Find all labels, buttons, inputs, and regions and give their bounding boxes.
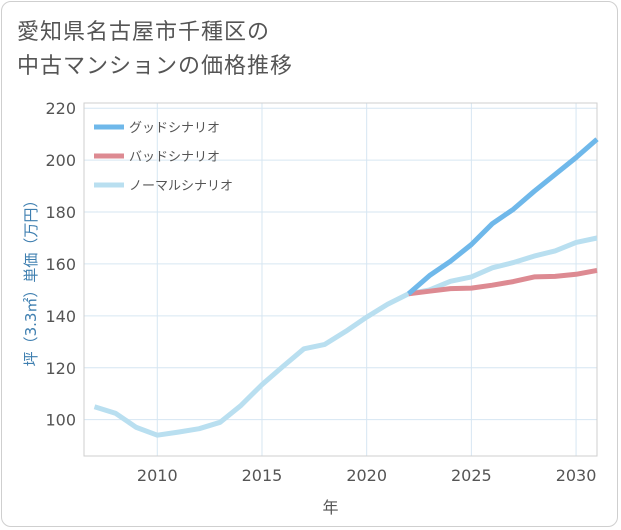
y-tick-label: 100	[45, 411, 76, 430]
chart-title: 愛知県名古屋市千種区の 中古マンションの価格推移	[17, 16, 293, 84]
y-tick-label: 180	[45, 203, 76, 222]
y-tick-label: 200	[45, 151, 76, 170]
y-axis-title: 坪（3.3㎡）単価（万円）	[22, 193, 40, 367]
x-tick-labels: 2010 2015 2020 2025 2030	[137, 466, 596, 485]
series-line-0	[406, 137, 599, 296]
legend-label: グッドシナリオ	[129, 121, 220, 136]
title-line-2: 中古マンションの価格推移	[17, 54, 294, 79]
y-tick-label: 220	[45, 99, 76, 118]
title-line-1: 愛知県名古屋市千種区の	[17, 20, 271, 45]
x-tick-label: 2020	[346, 466, 387, 485]
series-lines	[93, 137, 599, 438]
plot-area	[83, 102, 598, 457]
y-tick-label: 160	[45, 255, 76, 274]
series-line-1	[408, 267, 598, 297]
legend-label: ノーマルシナリオ	[129, 179, 233, 194]
y-tick-labels: 100 120 140 160 180 200 220	[45, 99, 76, 429]
grid-lines	[84, 103, 597, 456]
x-tick-label: 2015	[242, 466, 283, 485]
x-tick-label: 2010	[137, 466, 178, 485]
legend-label: バッドシナリオ	[129, 150, 220, 165]
x-tick-label: 2025	[451, 466, 492, 485]
y-tick-label: 140	[45, 307, 76, 326]
x-tick-label: 2030	[556, 466, 597, 485]
x-axis-title: 年	[322, 498, 338, 517]
y-tick-label: 120	[45, 359, 76, 378]
series-line-2	[93, 235, 598, 438]
